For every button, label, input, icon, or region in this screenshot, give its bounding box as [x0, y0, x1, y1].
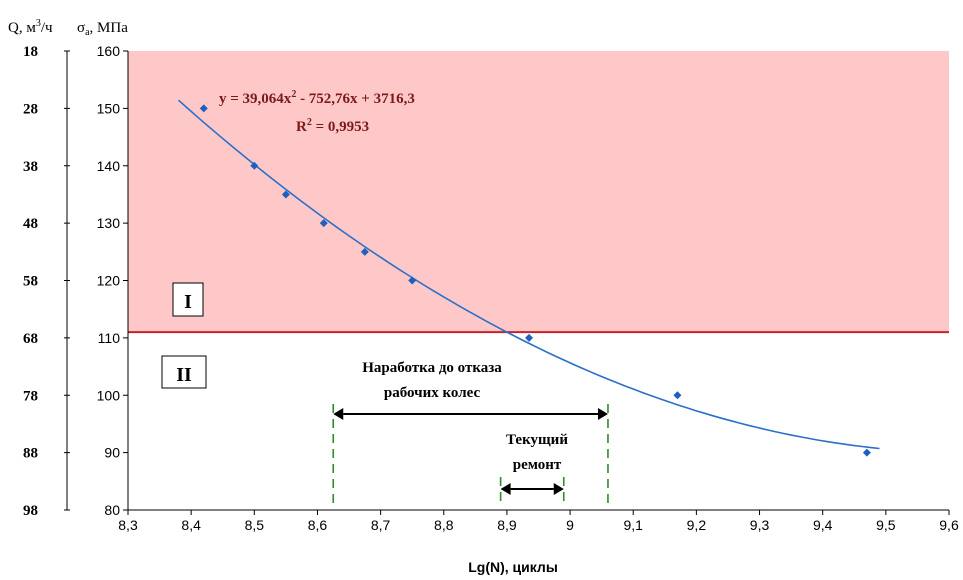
x-tick-label: 9,3 — [750, 517, 770, 533]
data-point — [281, 190, 290, 199]
q-tick-label: 18 — [23, 44, 38, 60]
x-axis-label: Lg(N), циклы — [468, 559, 558, 575]
q-tick-label: 48 — [23, 216, 38, 232]
q-tick-label: 88 — [23, 446, 38, 462]
sigma-axis-label: σa, МПа — [77, 20, 128, 38]
repair-arrow-left-head — [500, 483, 511, 495]
x-tick-label: 8,7 — [371, 517, 391, 533]
data-point — [862, 448, 871, 457]
repair-annotation-line2: ремонт — [513, 457, 562, 473]
x-ticks: 8,3 8,4 8,5 8,6 8,7 8,8 8,9 9 9,1 9,2 9,3 9,4 9,5 9,6 — [118, 510, 959, 533]
equation-text: y = 39,064x2 - 752,76x + 3716,3 — [219, 89, 415, 107]
data-point — [525, 333, 534, 342]
x-tick-label: 9,5 — [876, 517, 896, 533]
zone-II-text: II — [176, 364, 192, 386]
x-tick-label: 9,2 — [687, 517, 707, 533]
y-tick-label: 120 — [97, 273, 121, 289]
zone-I-label: I — [172, 282, 204, 317]
x-tick-label: 8,6 — [308, 517, 328, 533]
q-tick-label: 68 — [23, 331, 38, 347]
data-point — [199, 104, 208, 113]
y-tick-label: 160 — [97, 43, 121, 59]
repair-arrow-right-head — [553, 483, 564, 495]
y-tick-label: 130 — [97, 215, 121, 231]
y-tick-label: 140 — [97, 158, 121, 174]
x-tick-label: 9,6 — [939, 517, 959, 533]
q-ticks: 98 88 78 68 58 48 38 28 18 — [23, 44, 70, 519]
q-axis-label: Q, м3/ч — [8, 18, 53, 36]
q-tick-label: 38 — [23, 159, 38, 175]
x-tick-label: 8,3 — [118, 517, 138, 533]
trendline — [177, 99, 880, 450]
repair-annotation-line1: Текущий — [506, 432, 568, 448]
guide-lines — [332, 404, 609, 507]
trend-equation: y = 39,064x2 - 752,76x + 3716,3 R2 = 0,99… — [219, 89, 415, 135]
y-tick-label: 110 — [98, 330, 121, 346]
x-tick-label: 9,4 — [813, 517, 833, 533]
failure-annotation-line2: рабочих колес — [384, 385, 481, 401]
failure-annotation-line1: Наработка до отказа — [362, 360, 502, 376]
y-ticks: 80 90 100 110 120 130 140 150 160 — [97, 43, 128, 518]
q-tick-label: 78 — [23, 388, 38, 404]
zone-II-label: II — [161, 355, 207, 389]
x-tick-label: 9,1 — [623, 517, 643, 533]
y-tick-label: 90 — [104, 445, 120, 461]
y-tick-label: 100 — [97, 387, 121, 403]
data-point — [673, 391, 682, 400]
y-tick-label: 150 — [97, 100, 121, 116]
r2-text: R2 = 0,9953 — [296, 117, 369, 135]
zone-I-background — [128, 51, 949, 333]
x-tick-label: 8,8 — [434, 517, 454, 533]
failure-arrow-right-head — [597, 408, 608, 420]
x-tick-label: 9 — [566, 517, 574, 533]
x-tick-label: 8,9 — [497, 517, 517, 533]
q-tick-label: 58 — [23, 274, 38, 290]
y-tick-label: 80 — [104, 502, 120, 518]
data-point — [250, 161, 259, 170]
data-markers — [199, 104, 871, 457]
failure-arrow-left-head — [333, 408, 344, 420]
data-point — [360, 247, 369, 256]
x-tick-label: 8,4 — [181, 517, 201, 533]
zone-I-text: I — [184, 291, 192, 313]
x-tick-label: 8,5 — [245, 517, 265, 533]
q-tick-label: 98 — [23, 503, 38, 519]
data-point — [408, 276, 417, 285]
data-point — [319, 219, 328, 228]
q-tick-label: 28 — [23, 101, 38, 117]
